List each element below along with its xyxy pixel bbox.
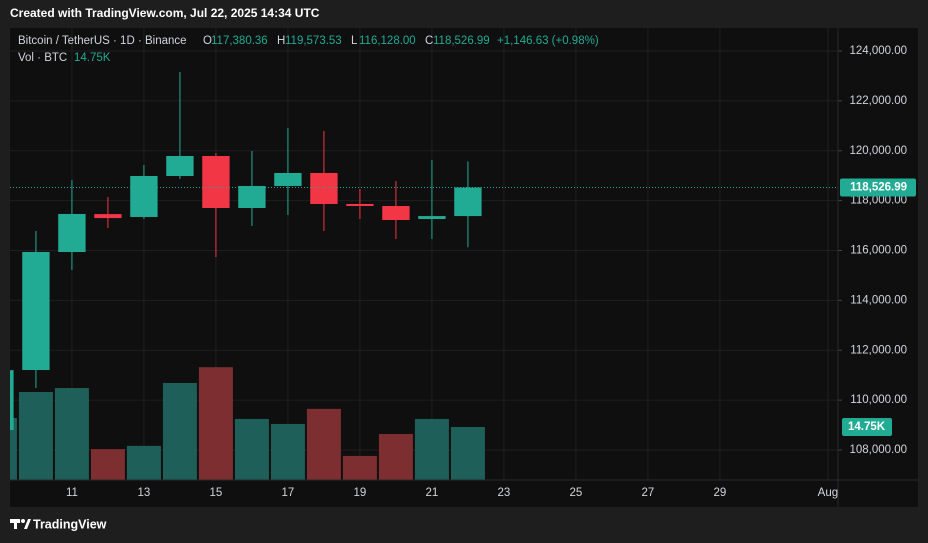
x-tick-label: 23 [498,487,511,499]
volume-bar [126,445,161,480]
candle-body [238,185,266,209]
volume-bar [414,418,449,480]
x-tick-label: 21 [426,487,439,499]
volume-bar [306,408,341,480]
x-tick-label: 13 [138,487,151,499]
brand: TradingView [33,517,107,531]
x-tick-label: 11 [66,487,78,499]
volume-value: 14.75K [74,52,111,64]
volume-bar [54,388,89,480]
volume-bar [18,391,53,480]
volume-legend: Vol · BTC [18,52,67,64]
ohlc-key: C [425,35,433,47]
x-tick-label: 15 [210,487,223,499]
y-tick-label: 116,000.00 [850,245,907,257]
x-tick-label: 27 [642,487,655,499]
candle-body [130,176,158,217]
ohlc-value: 116,128.00 [359,35,416,47]
x-tick-label: 25 [570,487,583,499]
candle-body [346,203,374,207]
candle-body [454,187,482,217]
ohlc-key: O [203,35,212,47]
candle-body [382,206,410,220]
candle-body [58,213,86,252]
y-tick-label: 124,000.00 [849,45,907,57]
x-tick-label: 19 [354,487,367,499]
y-tick-label: 110,000.00 [850,394,907,406]
change: +1,146.63 (+0.98%) [497,35,599,47]
symbol: Bitcoin / TetherUS · 1D · Binance [18,35,187,47]
y-tick-label: 120,000.00 [849,145,907,157]
volume-bar [10,418,17,480]
volume-bar [90,449,125,480]
volume-badge [842,418,892,437]
last-price-badge [840,178,916,197]
x-tick-label: 29 [714,487,727,499]
candle-body [274,172,302,186]
candle-body [94,214,122,219]
volume-bar [450,427,485,480]
brand-logo [10,519,31,529]
volume-bar [198,367,233,480]
y-tick-label: 112,000.00 [850,344,907,356]
volume-badge-label: 14.75K [848,421,886,433]
last-price-label: 118,526.99 [850,182,907,194]
ohlc-key: H [277,35,285,47]
y-tick-label: 108,000.00 [849,444,907,456]
volume-bar [234,418,269,480]
volume-bar [378,434,413,480]
ohlc-value: 119,573.53 [285,35,342,47]
volume-bar [162,382,197,480]
candle-body [166,156,194,177]
credit: Created with TradingView.com, Jul 22, 20… [10,6,320,20]
volume-bar [270,423,305,480]
volume-bar [342,455,377,480]
y-tick-label: 118,000.00 [850,195,907,207]
candle-body [310,172,338,204]
candle-body [22,251,50,370]
candle-body [202,156,230,209]
candle-body [418,216,446,219]
ohlc-key: L [351,35,358,47]
y-tick-label: 114,000.00 [850,294,907,306]
candle-body [10,370,14,431]
x-tick-label: 17 [282,487,295,499]
ohlc-value: 118,526.99 [433,35,490,47]
y-tick-label: 122,000.00 [849,95,907,107]
x-tick-label: Aug [818,487,838,499]
ohlc-value: 117,380.36 [211,35,268,47]
